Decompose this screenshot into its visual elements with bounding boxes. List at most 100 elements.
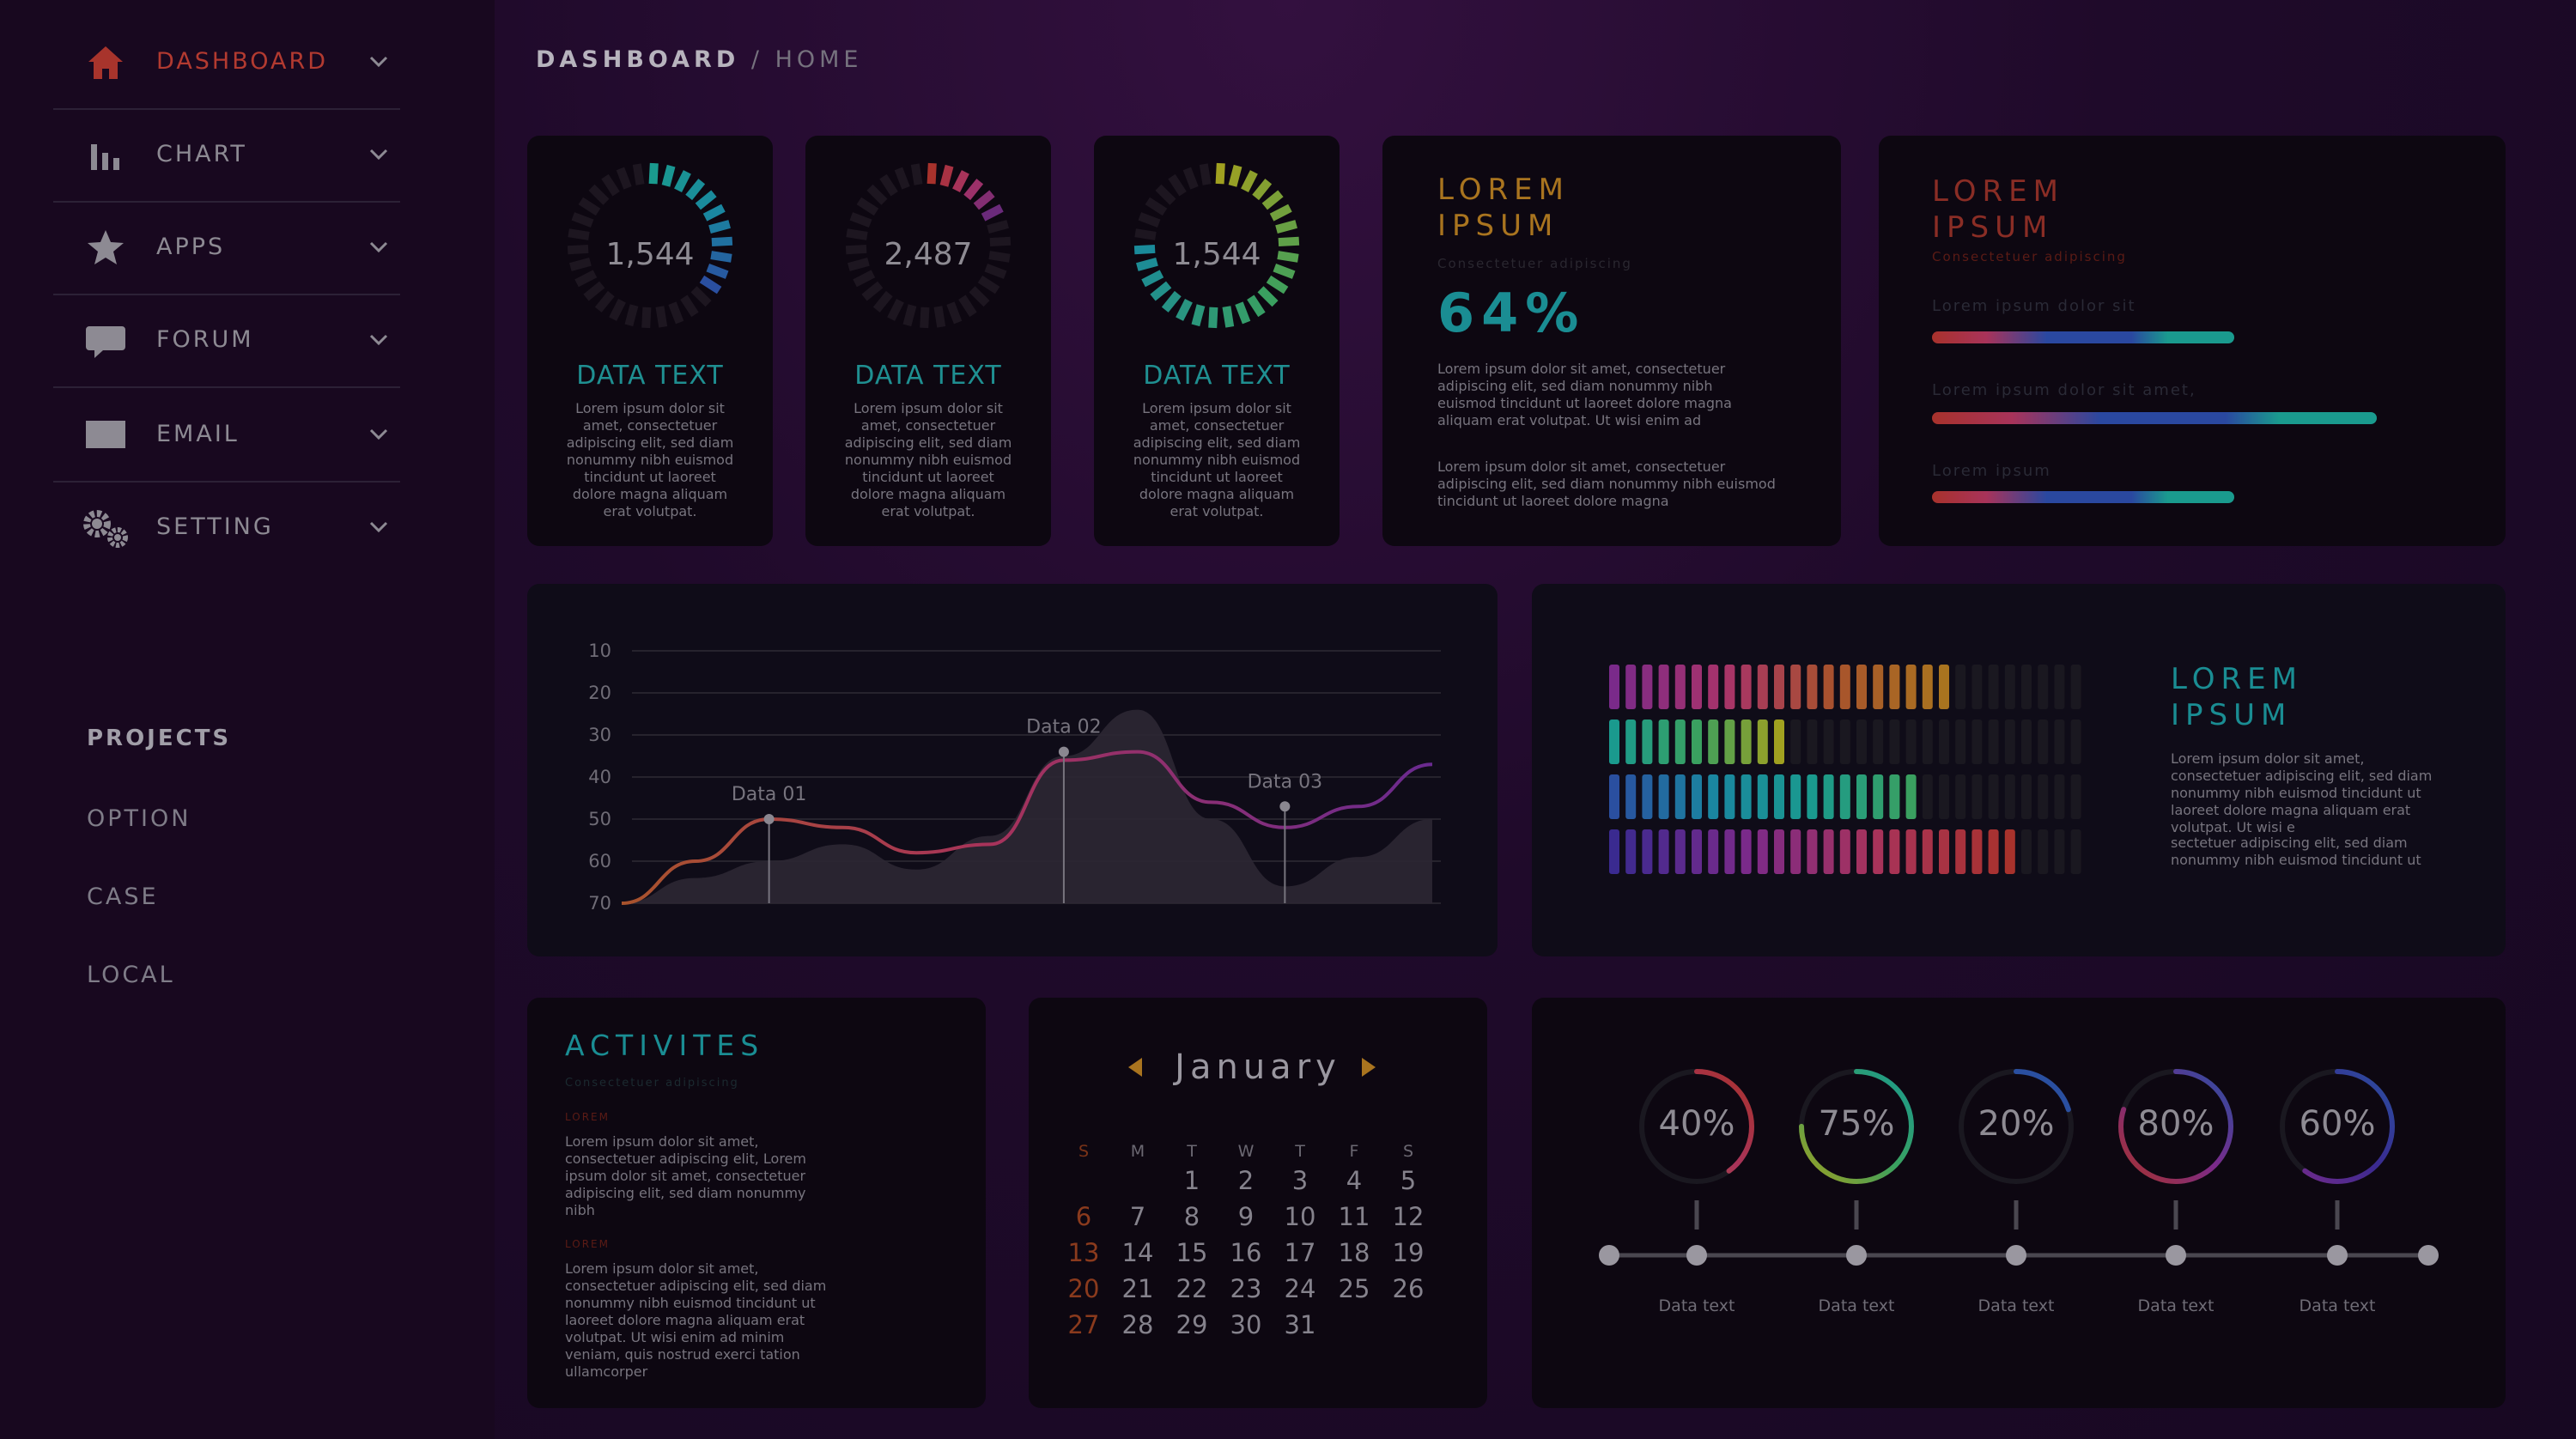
calendar-day[interactable]: 30 <box>1230 1310 1262 1339</box>
sidebar-item-forum[interactable]: FORUM <box>53 294 400 388</box>
gauge-card: 2,487 DATA TEXT Lorem ipsum dolor sit am… <box>805 136 1051 546</box>
sidebar-item-chart[interactable]: CHART <box>53 108 400 203</box>
calendar-day[interactable]: 26 <box>1392 1274 1425 1303</box>
calendar-day[interactable]: 20 <box>1067 1274 1100 1303</box>
calendar-day[interactable]: 7 <box>1129 1202 1146 1231</box>
gauge-segment <box>569 257 592 271</box>
matrix-cell <box>1889 665 1900 709</box>
calendar-day[interactable]: 17 <box>1284 1238 1316 1267</box>
calendar-day[interactable]: 9 <box>1237 1202 1255 1231</box>
calendar-day[interactable]: 31 <box>1284 1310 1316 1339</box>
matrix-cell <box>1988 665 1999 709</box>
calendar-day[interactable]: 21 <box>1121 1274 1154 1303</box>
stat-percent: 64% <box>1437 282 1586 344</box>
card-title: LOREM IPSUM <box>1932 173 2064 246</box>
calendar-day[interactable]: 19 <box>1392 1238 1425 1267</box>
annotation-point[interactable] <box>1058 746 1069 757</box>
chevron-down-icon[interactable] <box>368 328 390 350</box>
chevron-down-icon[interactable] <box>368 515 390 537</box>
calendar-day[interactable]: 24 <box>1284 1274 1316 1303</box>
calendar-day[interactable]: 28 <box>1121 1310 1154 1339</box>
card-subtitle: Consectetuer adipiscing <box>1932 249 2127 264</box>
calendar-day[interactable]: 29 <box>1176 1310 1208 1339</box>
calendar-day[interactable]: 5 <box>1400 1166 1417 1195</box>
calendar-day[interactable]: 22 <box>1176 1274 1208 1303</box>
matrix-cell <box>1988 720 1999 764</box>
calendar-day[interactable]: 1 <box>1183 1166 1200 1195</box>
timeline-node[interactable] <box>1599 1245 1619 1266</box>
calendar-day[interactable]: 4 <box>1346 1166 1363 1195</box>
card-title: ACTIVITES <box>565 1029 765 1062</box>
calendar-day[interactable]: 2 <box>1237 1166 1255 1195</box>
timeline-node[interactable] <box>2006 1245 2026 1266</box>
sidebar-item-email[interactable]: EMAIL <box>53 388 400 483</box>
annotation-label: Data 01 <box>732 784 807 805</box>
annotation-point[interactable] <box>1279 801 1291 812</box>
activity-text: Lorem ipsum dolor sit amet, consectetuer… <box>565 1133 806 1218</box>
chevron-down-icon[interactable] <box>368 235 390 258</box>
project-item-option[interactable]: OPTION <box>87 805 191 832</box>
chevron-down-icon[interactable] <box>368 422 390 445</box>
annotation-point[interactable] <box>763 814 775 824</box>
project-item-case[interactable]: CASE <box>87 883 159 910</box>
matrix-cell <box>1692 720 1702 764</box>
gauge-segment <box>902 304 917 327</box>
calendar-day[interactable]: 12 <box>1392 1202 1425 1231</box>
matrix-cell <box>1905 774 1917 819</box>
gauge-segment <box>1208 307 1218 329</box>
sidebar-item-label: APPS <box>156 234 226 260</box>
y-tick-label: 30 <box>588 725 611 745</box>
matrix-cell <box>2021 774 2032 819</box>
gauge-segment <box>648 162 659 185</box>
matrix-cell <box>1971 720 1983 764</box>
breadcrumb-dashboard[interactable]: DASHBOARD <box>536 46 740 73</box>
calendar-day[interactable]: 6 <box>1075 1202 1092 1231</box>
calendar-day[interactable]: 16 <box>1230 1238 1262 1267</box>
gauge-segment <box>989 236 1012 247</box>
timeline-node[interactable] <box>1846 1245 1867 1266</box>
ring-percent-label: 40% <box>1658 1104 1735 1144</box>
matrix-paragraph: sectetuer adipiscing elit, sed diam nonu… <box>2171 835 2421 868</box>
calendar-day[interactable]: 13 <box>1067 1238 1100 1267</box>
calendar-day[interactable]: 3 <box>1291 1166 1309 1195</box>
chevron-down-icon[interactable] <box>368 143 390 165</box>
breadcrumb-home[interactable]: HOME <box>775 46 863 73</box>
next-month-icon[interactable] <box>1360 1056 1379 1078</box>
sidebar: DASHBOARD CHART APPS FORUM EMAIL <box>0 0 495 1439</box>
y-tick-label: 50 <box>588 809 611 829</box>
calendar-day[interactable]: 23 <box>1230 1274 1262 1303</box>
gauge-segment <box>609 298 626 321</box>
sidebar-item-apps[interactable]: APPS <box>53 201 400 295</box>
sidebar-item-setting[interactable]: SETTING <box>53 481 400 574</box>
timeline-node[interactable] <box>2166 1245 2186 1266</box>
gauge-segment <box>1134 228 1157 240</box>
calendar-day[interactable]: 8 <box>1183 1202 1200 1231</box>
sidebar-item-dashboard[interactable]: DASHBOARD <box>53 15 400 110</box>
calendar-day[interactable]: 11 <box>1338 1202 1370 1231</box>
progress-bars-card: LOREM IPSUM Consectetuer adipiscing Lore… <box>1879 136 2506 546</box>
matrix-cell <box>2004 665 2015 709</box>
prev-month-icon[interactable] <box>1125 1056 1144 1078</box>
stat-paragraph: Lorem ipsum dolor sit amet, consectetuer… <box>1437 458 1776 509</box>
calendar-day[interactable]: 18 <box>1338 1238 1370 1267</box>
calendar-day[interactable]: 15 <box>1176 1238 1208 1267</box>
matrix-cell <box>1708 720 1719 764</box>
calendar-day[interactable]: 27 <box>1067 1310 1100 1339</box>
timeline-node[interactable] <box>1686 1245 1707 1266</box>
matrix-cell <box>1625 829 1637 874</box>
gauge-segment <box>933 306 946 328</box>
calendar-day[interactable]: 25 <box>1338 1274 1370 1303</box>
gauge-segment <box>706 263 729 279</box>
matrix-cell <box>1873 665 1884 709</box>
donut-gauge <box>567 162 733 329</box>
matrix-cell <box>1889 774 1900 819</box>
matrix-cell <box>1708 829 1719 874</box>
gauge-segment <box>708 220 731 234</box>
project-item-local[interactable]: LOCAL <box>87 962 175 988</box>
matrix-cell <box>1674 720 1686 764</box>
calendar-day[interactable]: 14 <box>1121 1238 1154 1267</box>
timeline-node[interactable] <box>2327 1245 2348 1266</box>
timeline-node[interactable] <box>2418 1245 2439 1266</box>
chevron-down-icon[interactable] <box>368 50 390 72</box>
calendar-day[interactable]: 10 <box>1284 1202 1316 1231</box>
